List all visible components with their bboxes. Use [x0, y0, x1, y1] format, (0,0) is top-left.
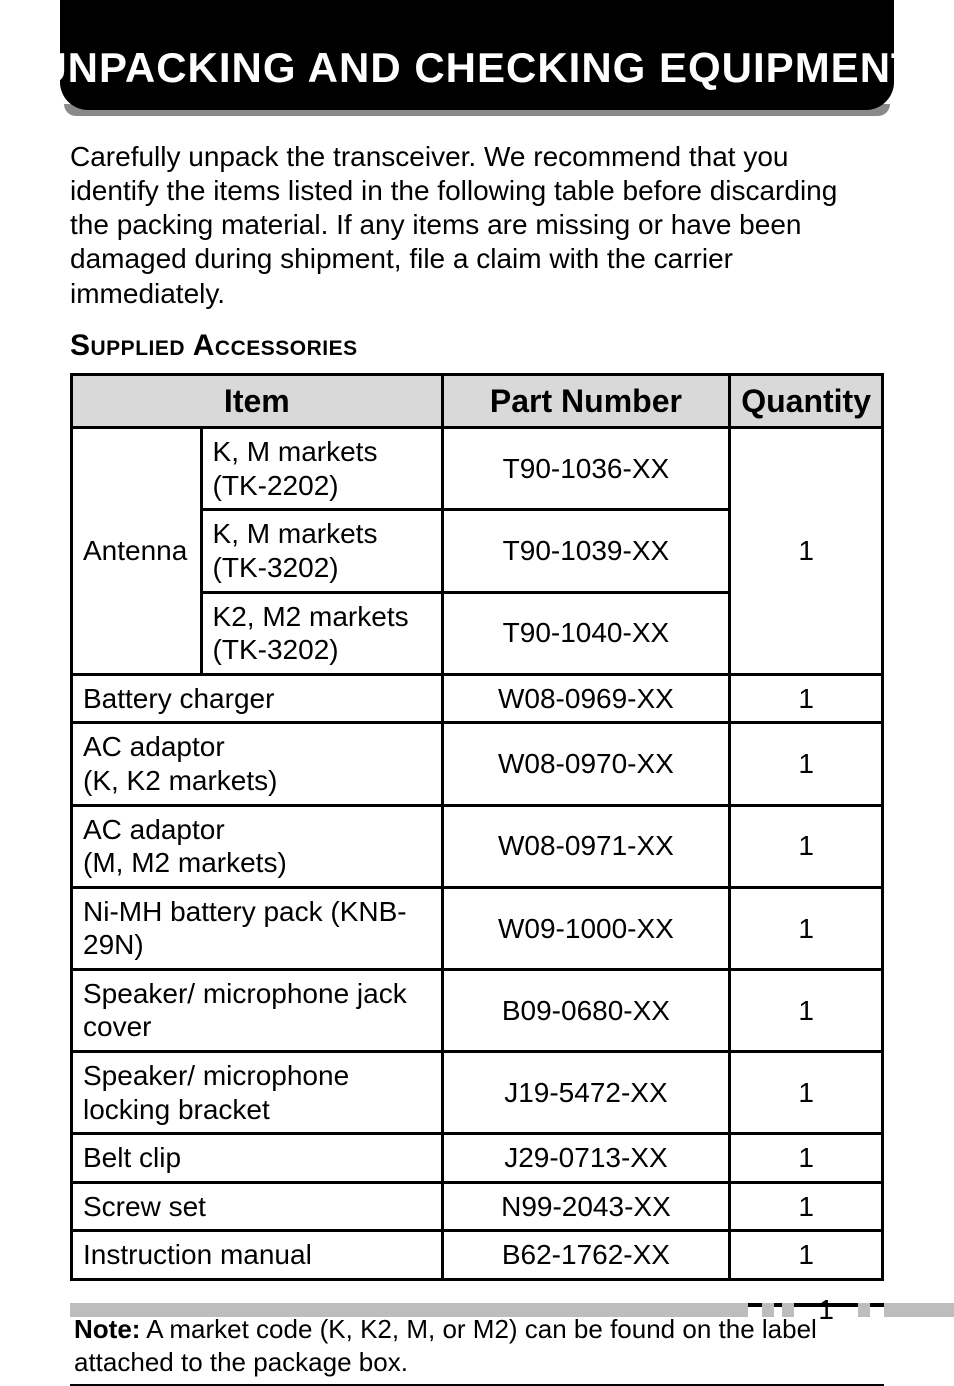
table-row: Speaker/ microphone locking bracket J19-… [72, 1052, 883, 1134]
footer-bar-right [884, 1303, 954, 1317]
page-footer: 1 [70, 1299, 954, 1321]
page-number: 1 [818, 1294, 834, 1326]
cell-qty: 1 [730, 1052, 883, 1134]
cell-item-text: AC adaptor (K, K2 markets) [83, 731, 277, 796]
cell-part: N99-2043-XX [442, 1182, 730, 1231]
cell-part: W08-0971-XX [442, 805, 730, 887]
cell-qty: 1 [730, 969, 883, 1051]
cell-qty: 1 [730, 887, 883, 969]
table-row: Screw set N99-2043-XX 1 [72, 1182, 883, 1231]
cell-part: W08-0970-XX [442, 723, 730, 805]
col-qty: Quantity [730, 374, 883, 427]
accessories-table: Item Part Number Quantity Antenna K, M m… [70, 373, 884, 1281]
header-banner: UNPACKING AND CHECKING EQUIPMENT [60, 0, 894, 110]
page-title: UNPACKING AND CHECKING EQUIPMENT [36, 44, 917, 92]
cell-item: AC adaptor (M, M2 markets) [72, 805, 443, 887]
cell-item: Screw set [72, 1182, 443, 1231]
cell-qty: 1 [730, 674, 883, 723]
cell-antenna-qty: 1 [730, 428, 883, 675]
cell-qty: 1 [730, 723, 883, 805]
cell-part: W08-0969-XX [442, 674, 730, 723]
cell-antenna-sub2: K2, M2 markets (TK-3202) [201, 592, 442, 674]
cell-antenna-part0: T90-1036-XX [442, 428, 730, 510]
antenna-sub0-text: K, M markets (TK-2202) [213, 436, 378, 501]
antenna-sub1-text: K, M markets (TK-3202) [213, 518, 378, 583]
cell-qty: 1 [730, 1182, 883, 1231]
table-row: Speaker/ microphone jack cover B09-0680-… [72, 969, 883, 1051]
page: UNPACKING AND CHECKING EQUIPMENT Careful… [0, 0, 954, 1345]
cell-antenna-sub0: K, M markets (TK-2202) [201, 428, 442, 510]
cell-item: Instruction manual [72, 1231, 443, 1280]
intro-paragraph: Carefully unpack the transceiver. We rec… [70, 140, 884, 311]
table-row: Instruction manual B62-1762-XX 1 [72, 1231, 883, 1280]
cell-item: Ni-MH battery pack (KNB-29N) [72, 887, 443, 969]
cell-qty: 1 [730, 1134, 883, 1183]
cell-antenna-sub1: K, M markets (TK-3202) [201, 510, 442, 592]
footer-bar-left [70, 1303, 748, 1317]
table-row: Antenna K, M markets (TK-2202) T90-1036-… [72, 428, 883, 510]
cell-item: Belt clip [72, 1134, 443, 1183]
cell-item: Speaker/ microphone jack cover [72, 969, 443, 1051]
table-row: Battery charger W08-0969-XX 1 [72, 674, 883, 723]
table-row: Ni-MH battery pack (KNB-29N) W09-1000-XX… [72, 887, 883, 969]
cell-qty: 1 [730, 1231, 883, 1280]
table-row: Belt clip J29-0713-XX 1 [72, 1134, 883, 1183]
cell-antenna-label: Antenna [72, 428, 202, 675]
cell-antenna-part2: T90-1040-XX [442, 592, 730, 674]
note-text: A market code (K, K2, M, or M2) can be f… [74, 1314, 817, 1377]
cell-part: J19-5472-XX [442, 1052, 730, 1134]
table-header-row: Item Part Number Quantity [72, 374, 883, 427]
antenna-sub2-text: K2, M2 markets (TK-3202) [213, 601, 409, 666]
cell-part: B09-0680-XX [442, 969, 730, 1051]
cell-antenna-part1: T90-1039-XX [442, 510, 730, 592]
section-heading: Supplied Accessories [70, 329, 884, 363]
cell-part: B62-1762-XX [442, 1231, 730, 1280]
cell-part: W09-1000-XX [442, 887, 730, 969]
footer-dots-right [858, 1303, 870, 1317]
cell-part: J29-0713-XX [442, 1134, 730, 1183]
col-item: Item [72, 374, 443, 427]
col-part: Part Number [442, 374, 730, 427]
footer-dots-left [762, 1303, 794, 1317]
cell-item: Battery charger [72, 674, 443, 723]
cell-qty: 1 [730, 805, 883, 887]
cell-item: Speaker/ microphone locking bracket [72, 1052, 443, 1134]
table-row: AC adaptor (M, M2 markets) W08-0971-XX 1 [72, 805, 883, 887]
cell-item: AC adaptor (K, K2 markets) [72, 723, 443, 805]
table-row: AC adaptor (K, K2 markets) W08-0970-XX 1 [72, 723, 883, 805]
cell-item-text: AC adaptor (M, M2 markets) [83, 814, 287, 879]
